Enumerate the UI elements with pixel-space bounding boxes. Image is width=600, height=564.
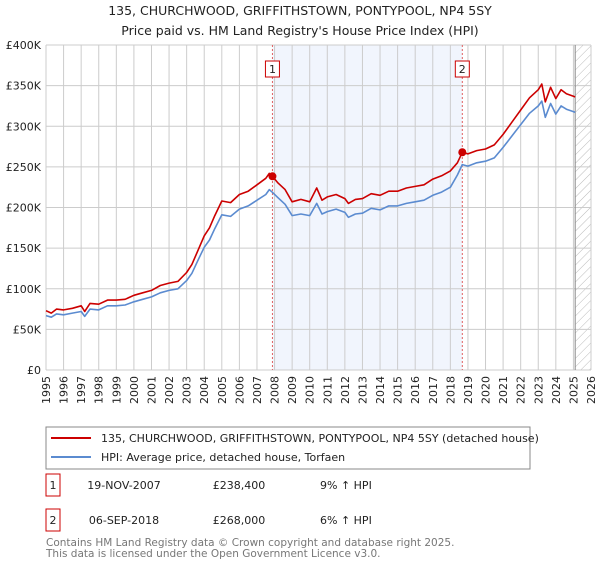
transaction-row: 2 06-SEP-2018 £268,000 6% ↑ HPI <box>45 508 372 532</box>
x-tick-label: 2024 <box>550 376 563 404</box>
x-tick-label: 2009 <box>286 376 299 404</box>
sale-marker-label: 1 <box>269 63 276 76</box>
y-tick-label: £250K <box>6 161 42 174</box>
x-tick-label: 2011 <box>321 376 334 404</box>
x-tick-label: 2021 <box>497 376 510 404</box>
y-tick-label: £300K <box>6 120 42 133</box>
x-tick-label: 2013 <box>356 376 369 404</box>
x-tick-label: 2015 <box>392 376 405 404</box>
transaction-date: 19-NOV-2007 <box>87 479 161 492</box>
x-tick-label: 2012 <box>339 376 352 404</box>
sale-marker-box <box>454 60 470 78</box>
x-tick-label: 2017 <box>427 376 440 404</box>
transaction-row: 1 19-NOV-2007 £238,400 9% ↑ HPI <box>45 473 372 497</box>
transaction-hpi-diff: 9% ↑ HPI <box>320 479 372 492</box>
x-tick-label: 2008 <box>269 376 282 404</box>
legend-label-hpi: HPI: Average price, detached house, Torf… <box>101 451 345 464</box>
x-tick-label: 2020 <box>480 376 493 404</box>
property-price-line <box>45 83 576 314</box>
transaction-date: 06-SEP-2018 <box>89 514 159 527</box>
transaction-hpi-diff: 6% ↑ HPI <box>320 514 372 527</box>
x-tick-label: 2001 <box>145 376 158 404</box>
x-tick-label: 2023 <box>532 376 545 404</box>
x-tick-label: 2004 <box>198 376 211 404</box>
x-tick-label: 2022 <box>515 376 528 404</box>
x-tick-label: 2026 <box>585 376 598 404</box>
x-tick-label: 1996 <box>58 376 71 404</box>
x-tick-label: 1995 <box>40 376 53 404</box>
chart-subtitle: Price paid vs. HM Land Registry's House … <box>121 23 478 38</box>
x-tick-label: 2018 <box>444 376 457 404</box>
y-tick-label: £400K <box>6 39 42 52</box>
x-tick-label: 1997 <box>75 376 88 404</box>
x-tick-label: 2000 <box>128 376 141 404</box>
x-tick-label: 1998 <box>93 376 106 404</box>
y-tick-label: £150K <box>6 242 42 255</box>
legend: 135, CHURCHWOOD, GRIFFITHSTOWN, PONTYPOO… <box>45 426 539 470</box>
x-tick-label: 2002 <box>163 376 176 404</box>
x-tick-label: 2025 <box>567 376 580 404</box>
x-tick-label: 2016 <box>409 376 422 404</box>
x-tick-label: 2007 <box>251 376 264 404</box>
x-tick-label: 2014 <box>374 376 387 404</box>
hpi-line <box>45 100 576 318</box>
footer-copyright: Contains HM Land Registry data © Crown c… <box>46 537 454 549</box>
transaction-price: £238,400 <box>213 479 266 492</box>
sale-point <box>458 148 467 157</box>
transaction-number: 1 <box>50 479 57 492</box>
legend-label-property: 135, CHURCHWOOD, GRIFFITHSTOWN, PONTYPOO… <box>101 432 539 445</box>
sale-point <box>268 172 277 181</box>
x-tick-label: 1999 <box>110 376 123 404</box>
plot-area: 1995 1996 1997 1998 1999 2000 2001 2002 2003 2004… <box>6 39 598 404</box>
y-tick-label: £100K <box>6 283 42 296</box>
y-tick-label: £200K <box>6 202 42 215</box>
y-tick-label: £50K <box>13 323 42 336</box>
y-tick-label: £350K <box>6 80 42 93</box>
sale-marker-box <box>264 60 280 78</box>
x-tick-label: 2019 <box>462 376 475 404</box>
y-tick-label: £0 <box>27 364 41 377</box>
transaction-number: 2 <box>50 514 57 527</box>
x-tick-label: 2005 <box>216 376 229 404</box>
transaction-price: £268,000 <box>213 514 266 527</box>
chart-title: 135, CHURCHWOOD, GRIFFITHSTOWN, PONTYPOO… <box>108 3 492 18</box>
footer-licence: This data is licensed under the Open Gov… <box>45 548 381 560</box>
x-tick-label: 2003 <box>181 376 194 404</box>
x-tick-label: 2010 <box>304 376 317 404</box>
sale-marker-label: 2 <box>459 63 466 76</box>
x-tick-label: 2006 <box>233 376 246 404</box>
